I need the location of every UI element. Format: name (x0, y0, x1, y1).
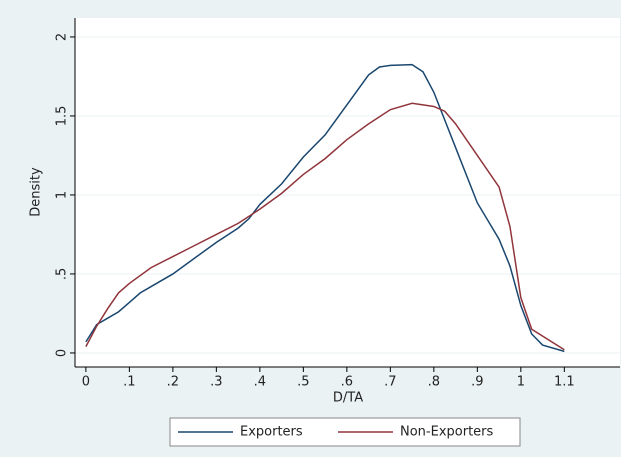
y-tick-label: 1.5 (55, 106, 70, 127)
x-tick-label: .5 (297, 375, 309, 390)
x-tick-label: .6 (341, 375, 353, 390)
x-tick-label: .2 (167, 375, 179, 390)
x-tick-label: 1.1 (554, 375, 575, 390)
x-axis-title: D/TA (333, 391, 363, 406)
legend-label: Exporters (240, 425, 303, 440)
series-line (85, 63, 565, 353)
x-tick-label: .9 (471, 375, 483, 390)
series-line (85, 102, 565, 351)
y-tick-label: .5 (55, 268, 70, 280)
x-tick-label: 0 (82, 375, 90, 390)
x-tick-label: .8 (428, 375, 440, 390)
x-tick-label: .7 (384, 375, 396, 390)
y-tick-label: 2 (55, 33, 70, 41)
x-tick-label: .3 (210, 375, 222, 390)
y-tick-label: 1 (55, 191, 70, 199)
x-tick-label: .4 (254, 375, 266, 390)
y-tick-label: 0 (55, 349, 70, 357)
legend-label: Non-Exporters (400, 425, 494, 440)
x-tick-label: 1 (517, 375, 525, 390)
plot-area (75, 18, 620, 367)
y-axis-title: Density (29, 167, 44, 217)
x-tick-label: .1 (123, 375, 135, 390)
